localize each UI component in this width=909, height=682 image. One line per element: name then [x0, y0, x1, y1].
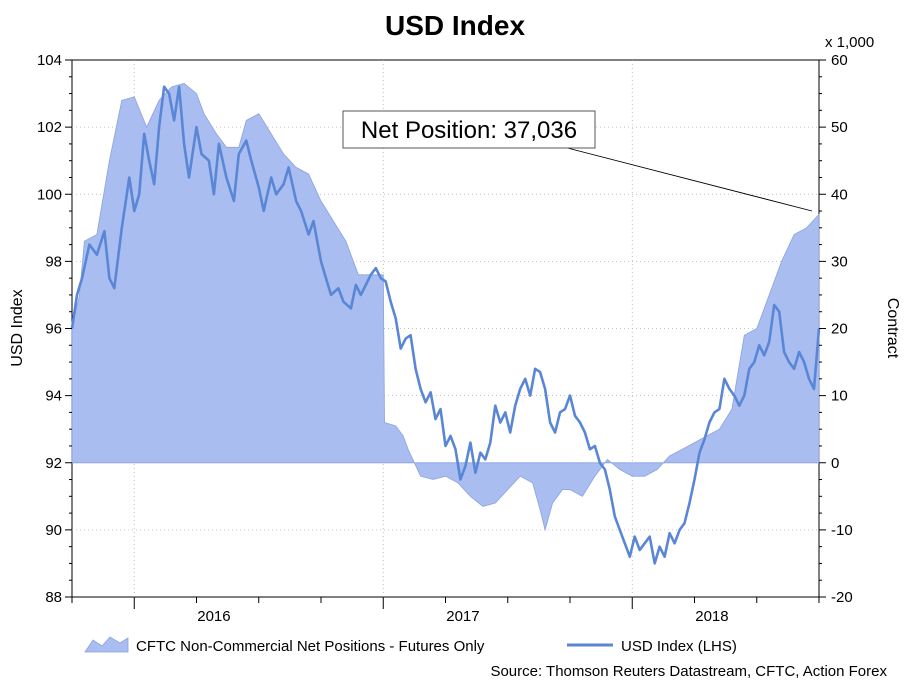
callout-text: Net Position: 37,036 [361, 117, 577, 144]
left-axis-label: USD Index [9, 289, 26, 366]
callout-leader-line [547, 142, 813, 212]
right-y-axis: -20 -10 0 10 20 30 40 50 60 [819, 52, 853, 606]
legend-label-net-positions: CFTC Non-Commercial Net Positions - Futu… [136, 638, 485, 655]
left-y-axis: 88 90 92 94 96 98 100 102 104 [37, 52, 72, 606]
x-axis: 2016 2017 2018 [71, 597, 820, 625]
left-axis-tick-label: 102 [37, 119, 62, 136]
callout: Net Position: 37,036 [342, 110, 813, 212]
legend-area-swatch [84, 636, 129, 653]
x-axis-year-label: 2018 [695, 608, 728, 625]
left-axis-tick-label: 92 [45, 455, 62, 472]
left-axis-tick-label: 96 [45, 321, 62, 338]
left-axis-tick-label: 90 [45, 522, 62, 539]
left-axis-tick-label: 98 [45, 253, 62, 270]
legend-label-usd-index: USD Index (LHS) [621, 638, 737, 655]
chart-title: USD Index [385, 10, 525, 41]
right-axis-tick-label: 10 [831, 388, 848, 405]
source-note: Source: Thomson Reuters Datastream, CFTC… [490, 663, 887, 680]
x-axis-year-label: 2017 [446, 608, 479, 625]
right-axis-tick-label: 40 [831, 186, 848, 203]
right-axis-tick-label: 20 [831, 321, 848, 338]
net-position-area [71, 83, 820, 532]
net-position-area-series [71, 83, 820, 532]
right-axis-tick-label: 0 [831, 455, 839, 472]
usd-index-line-series [70, 85, 821, 565]
left-axis-tick-label: 100 [37, 186, 62, 203]
right-axis-tick-label: -20 [831, 589, 853, 606]
callout-box [342, 110, 596, 149]
right-axis-label: Contract [884, 298, 901, 359]
usd-index-line [70, 85, 821, 565]
right-axis-tick-label: 60 [831, 52, 848, 69]
right-axis-tick-label: 30 [831, 253, 848, 270]
right-axis-tick-label: -10 [831, 522, 853, 539]
right-axis-multiplier-label: x 1,000 [825, 34, 874, 51]
left-axis-tick-label: 94 [45, 388, 62, 405]
left-axis-tick-label: 88 [45, 589, 62, 606]
legend: CFTC Non-Commercial Net Positions - Futu… [84, 636, 737, 655]
left-axis-tick-label: 104 [37, 52, 62, 69]
x-axis-year-label: 2016 [197, 608, 230, 625]
right-axis-tick-label: 50 [831, 119, 848, 136]
